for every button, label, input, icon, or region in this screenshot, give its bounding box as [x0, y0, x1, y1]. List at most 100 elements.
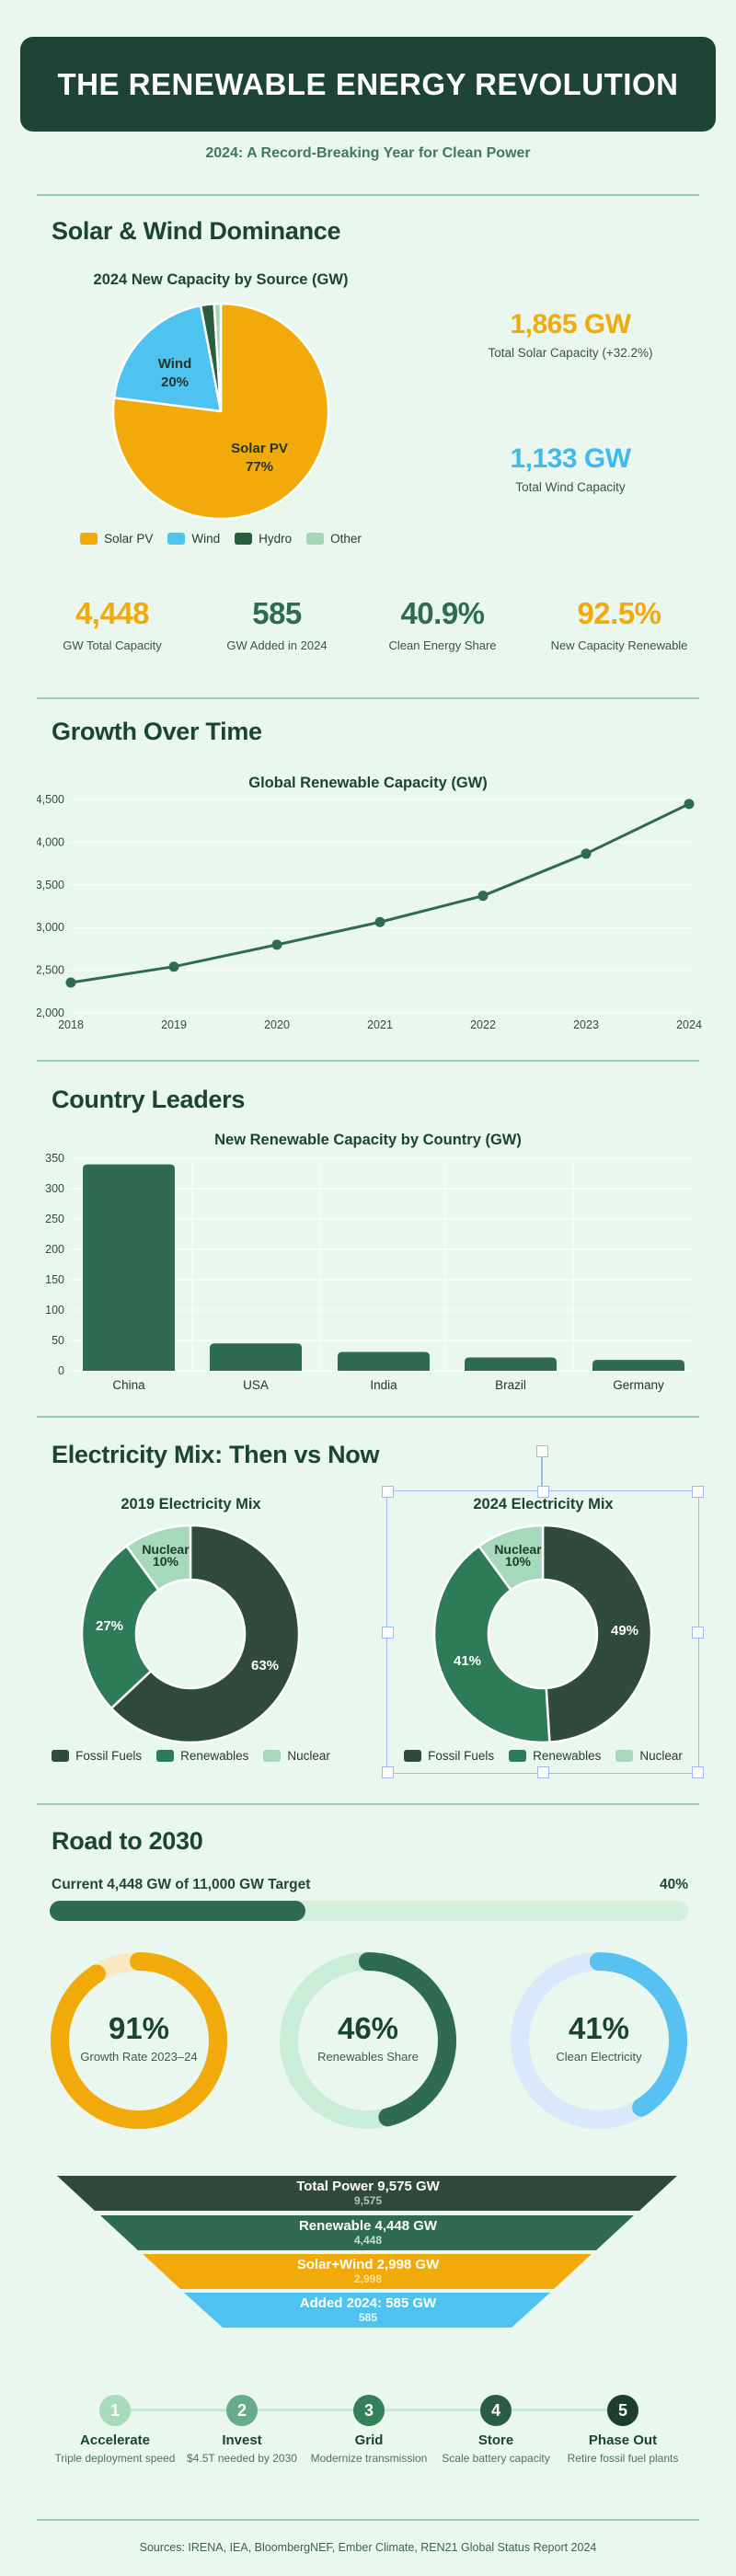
pie-chart-title: 2024 New Capacity by Source (GW) — [93, 271, 349, 288]
bar — [83, 1164, 175, 1371]
line-chart-title: Global Renewable Capacity (GW) — [248, 775, 488, 791]
legend-item-hydro: Hydro — [235, 532, 292, 546]
selection-handle-ne[interactable] — [692, 1486, 704, 1498]
stat-label: Total Wind Capacity — [515, 480, 626, 494]
legend-item-wind: Wind — [167, 532, 220, 546]
timeline-step-desc: Modernize transmission — [310, 2452, 428, 2465]
svg-text:Germany: Germany — [613, 1378, 664, 1392]
svg-text:India: India — [370, 1378, 397, 1392]
svg-text:2,000: 2,000 — [37, 1006, 64, 1019]
donut-2024-legend: Fossil Fuels Renewables Nuclear — [398, 1749, 688, 1763]
legend-swatch-nuclear — [615, 1750, 634, 1762]
svg-text:2020: 2020 — [264, 1018, 290, 1031]
gauge-percent: 46% — [337, 2011, 399, 2045]
timeline-step-1-circle: 1 — [99, 2395, 131, 2426]
svg-text:50: 50 — [52, 1334, 64, 1347]
divider — [37, 697, 699, 699]
timeline-step-title: Invest — [222, 2432, 262, 2448]
svg-text:2024: 2024 — [676, 1018, 702, 1031]
selection-handle-s[interactable] — [537, 1766, 549, 1778]
legend-label: Nuclear — [287, 1749, 330, 1763]
wind-capacity-stat: 1,133 GW Total Wind Capacity — [442, 443, 699, 494]
funnel-value: 9,575 — [353, 2194, 383, 2207]
gauge-label: Growth Rate 2023–24 — [80, 2050, 198, 2064]
timeline-step-3-circle: 3 — [353, 2395, 385, 2426]
data-point — [374, 916, 385, 927]
selection-rotation-stem — [541, 1456, 543, 1490]
selection-handle-sw[interactable] — [382, 1766, 394, 1778]
legend-item-renewables: Renewables — [509, 1749, 601, 1763]
svg-text:250: 250 — [45, 1213, 64, 1225]
section-heading-mix: Electricity Mix: Then vs Now — [52, 1441, 380, 1468]
pie-slice — [80, 1545, 160, 1710]
svg-text:2018: 2018 — [58, 1018, 84, 1031]
selection-handle-nw[interactable] — [382, 1486, 394, 1498]
funnel-label: Added 2024: 585 GW — [299, 2295, 437, 2311]
gauge-arc — [51, 1952, 227, 2129]
svg-text:100: 100 — [45, 1304, 64, 1317]
svg-text:Wind: Wind — [158, 356, 192, 372]
gauge-label: Clean Electricity — [556, 2050, 642, 2064]
svg-text:20%: 20% — [161, 374, 189, 390]
gauge-clean-electricity — [511, 1952, 687, 2129]
divider — [37, 1416, 699, 1418]
svg-text:150: 150 — [45, 1273, 64, 1286]
data-point — [65, 977, 76, 988]
data-point — [271, 939, 282, 950]
step-number: 1 — [109, 2400, 120, 2420]
gauge-renewables-share — [280, 1952, 456, 2129]
timeline-step-4-circle: 4 — [480, 2395, 512, 2426]
selection-handle-w[interactable] — [382, 1627, 394, 1639]
legend-swatch-solar — [80, 533, 98, 545]
bar-chart: 0 50 100 150 200 250 300 350 China USA India Brazil… — [45, 1152, 695, 1392]
pie-chart: Solar PV 77% Wind 20% — [111, 302, 330, 521]
donut-2019-title: 2019 Electricity Mix — [121, 1496, 261, 1512]
pie-slice — [432, 1545, 551, 1744]
step-number: 3 — [363, 2400, 374, 2420]
funnel-label: Renewable 4,448 GW — [298, 2218, 438, 2234]
legend-item-other: Other — [306, 532, 362, 546]
pie-slice — [541, 1524, 653, 1744]
svg-text:63%: 63% — [251, 1658, 279, 1673]
svg-text:Nuclear: Nuclear — [142, 1542, 190, 1557]
kpi-value: 40.9% — [400, 596, 485, 630]
gauge-arc — [359, 1952, 456, 2127]
selection-rotate-handle[interactable] — [536, 1445, 548, 1457]
svg-text:3,500: 3,500 — [37, 879, 64, 891]
line-series — [69, 802, 691, 984]
stat-label: Total Solar Capacity (+32.2%) — [488, 346, 653, 360]
funnel-value: 4,448 — [353, 2234, 383, 2247]
timeline-step-desc: Retire fossil fuel plants — [567, 2452, 679, 2465]
legend-label: Nuclear — [639, 1749, 683, 1763]
legend-swatch-fossil — [404, 1750, 422, 1762]
svg-text:0: 0 — [58, 1364, 64, 1377]
data-point — [684, 799, 695, 810]
svg-text:Nuclear: Nuclear — [494, 1542, 542, 1557]
svg-text:300: 300 — [45, 1182, 64, 1195]
pie-legend: Solar PV Wind Hydro Other — [37, 532, 405, 546]
selection-handle-n[interactable] — [537, 1486, 549, 1498]
svg-text:10%: 10% — [153, 1554, 179, 1569]
selection-frame[interactable] — [382, 1486, 704, 1778]
data-point — [581, 848, 592, 859]
kpi-clean-share: 40.9% Clean Energy Share — [364, 596, 521, 652]
kpi-new-renewable: 92.5% New Capacity Renewable — [541, 596, 697, 652]
svg-text:200: 200 — [45, 1243, 64, 1256]
funnel-level-total: Total Power 9,575 GW 9,575 — [57, 2176, 677, 2211]
kpi-added-2024: 585 GW Added in 2024 — [199, 596, 355, 652]
legend-swatch-wind — [167, 533, 186, 545]
timeline-step-title: Grid — [354, 2432, 384, 2448]
page-title: THE RENEWABLE ENERGY REVOLUTION — [57, 66, 679, 101]
legend-swatch-hydro — [235, 533, 253, 545]
selection-handle-e[interactable] — [692, 1627, 704, 1639]
selection-handle-se[interactable] — [692, 1766, 704, 1778]
svg-text:49%: 49% — [611, 1623, 638, 1639]
legend-label: Solar PV — [104, 532, 154, 546]
pie-slice — [213, 302, 223, 413]
legend-swatch-nuclear — [263, 1750, 282, 1762]
bar — [210, 1343, 302, 1371]
pie-slice — [125, 1524, 192, 1592]
timeline-step-5-circle: 5 — [607, 2395, 638, 2426]
